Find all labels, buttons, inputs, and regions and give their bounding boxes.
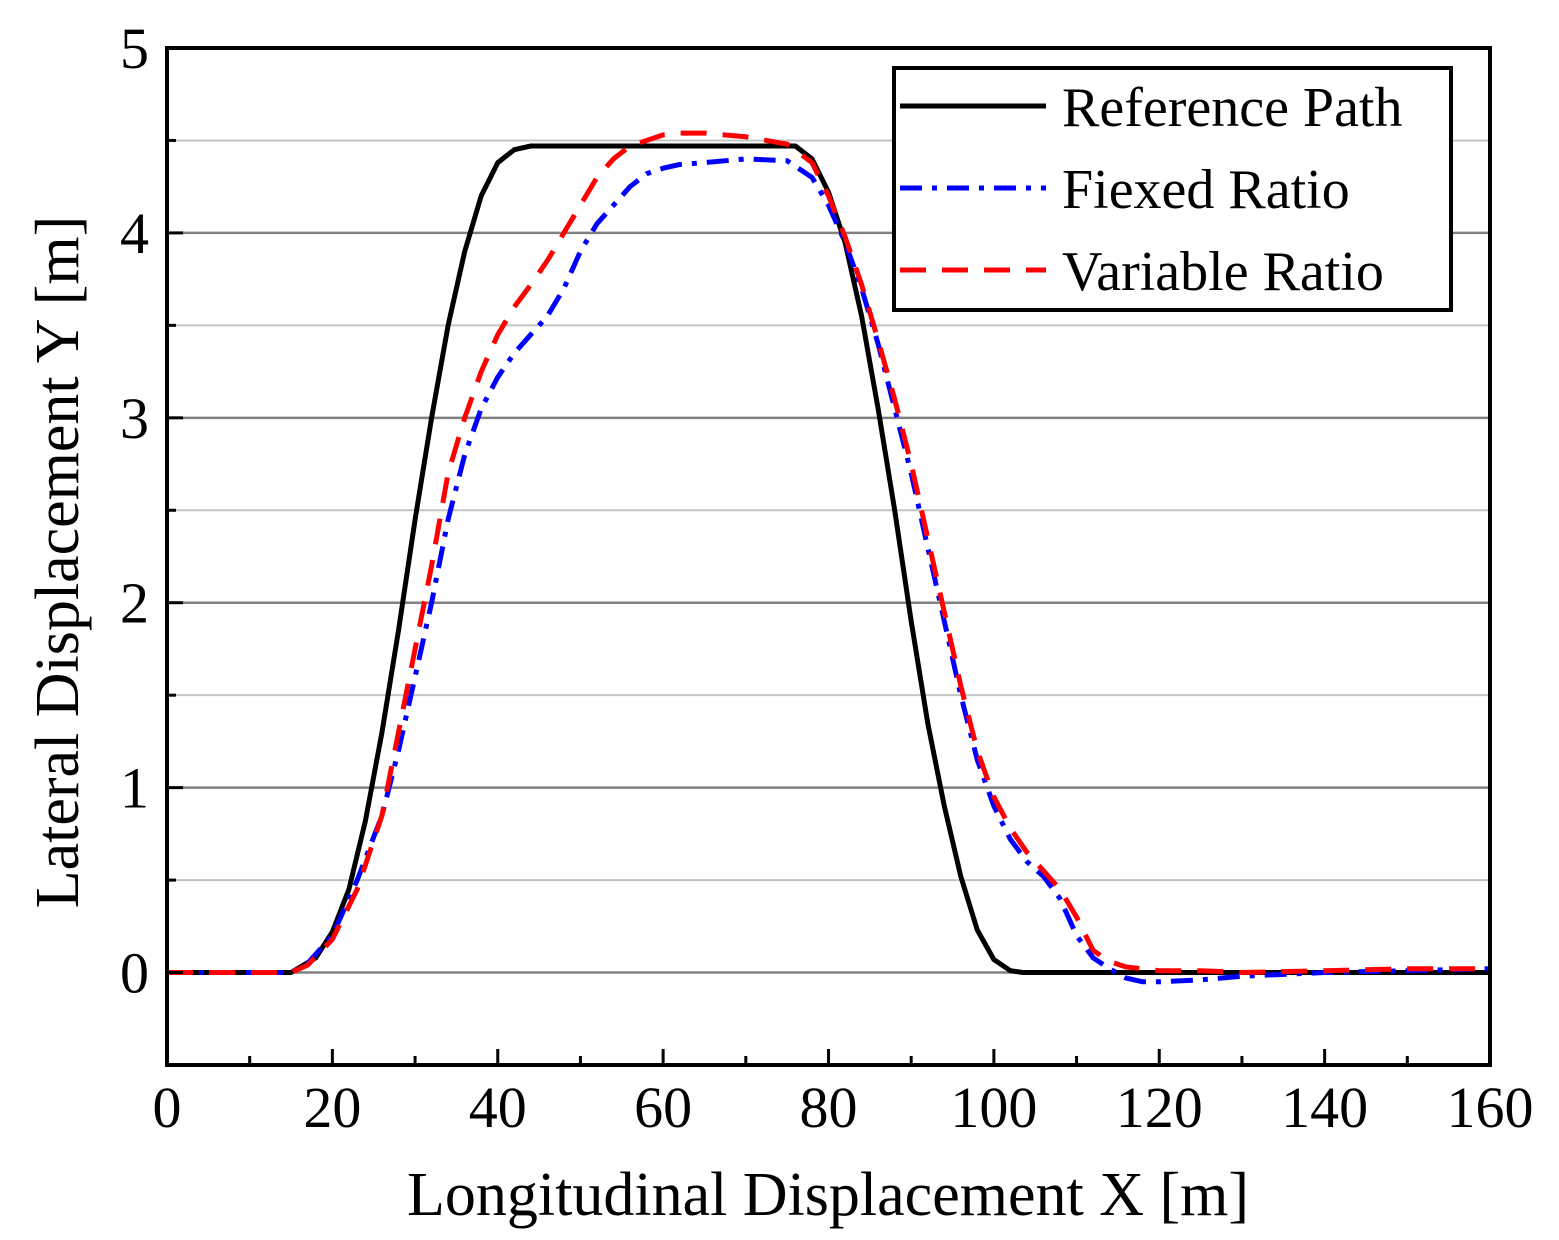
x-tick-label: 40	[469, 1075, 527, 1140]
legend-label-2: Fiexed Ratio	[1062, 159, 1350, 221]
y-tick-label: 4	[120, 201, 149, 266]
series-line-3	[167, 130, 1490, 975]
legend-label-1: Reference Path	[1062, 77, 1402, 139]
y-tick-label: 1	[120, 756, 149, 821]
x-tick-label: 100	[950, 1075, 1037, 1140]
axis-ticks: 0 20 40 60 80 100 120 140 160 0 1 2 3 4 5	[120, 16, 1534, 1140]
y-tick-label: 5	[120, 16, 149, 81]
x-tick-label: 140	[1281, 1075, 1368, 1140]
x-tick-label: 120	[1116, 1075, 1203, 1140]
legend: Reference Path Fiexed Ratio Variable Ratio	[892, 66, 1453, 312]
x-tick-label: 0	[153, 1075, 182, 1140]
x-tick-label: 80	[800, 1075, 858, 1140]
y-tick-label: 3	[120, 386, 149, 451]
y-tick-label: 0	[120, 941, 149, 1006]
x-tick-label: 20	[303, 1075, 361, 1140]
legend-label-3: Variable Ratio	[1062, 241, 1384, 303]
y-tick-label: 2	[120, 571, 149, 636]
x-tick-label: 160	[1447, 1075, 1534, 1140]
x-axis-title: Longitudinal Displacement X [m]	[407, 1161, 1249, 1229]
series-group	[167, 130, 1491, 985]
series-line-2	[167, 156, 1491, 985]
x-tick-label: 60	[634, 1075, 692, 1140]
y-axis-title: Lateral Displacement Y [m]	[24, 216, 92, 909]
series-line-1	[167, 143, 1490, 975]
